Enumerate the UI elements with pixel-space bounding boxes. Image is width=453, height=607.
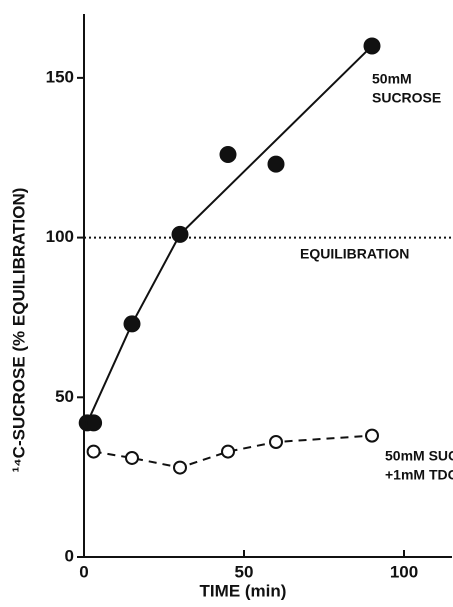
- x-tick-label: 50: [235, 562, 254, 581]
- annotation: 50mM: [372, 71, 412, 87]
- annotation: EQUILIBRATION: [300, 246, 409, 262]
- data-point: [363, 37, 381, 55]
- y-tick-label: 50: [55, 387, 74, 406]
- data-point: [269, 435, 283, 450]
- x-tick-label: 0: [79, 562, 88, 581]
- y-axis-label: ¹⁴C-SUCROSE (% EQUILIBRATION): [9, 188, 28, 473]
- annotation: 50mM SUCROSE: [385, 448, 453, 464]
- annotation: SUCROSE: [372, 90, 441, 106]
- data-point: [173, 460, 187, 475]
- data-point: [86, 444, 101, 459]
- x-tick-label: 100: [390, 562, 418, 581]
- data-point: [365, 428, 379, 443]
- data-point: [85, 414, 103, 432]
- data-point: [171, 225, 189, 243]
- fit-line: [86, 45, 373, 424]
- data-point: [221, 444, 235, 459]
- y-tick-label: 0: [65, 546, 74, 565]
- y-tick-label: 150: [46, 67, 74, 86]
- x-axis-label: TIME (min): [200, 581, 287, 600]
- annotation: +1mM TDG: [385, 467, 453, 483]
- data-point: [125, 450, 139, 465]
- data-point: [219, 146, 237, 164]
- data-point: [267, 155, 285, 173]
- y-tick-label: 100: [46, 227, 74, 246]
- data-point: [123, 315, 141, 333]
